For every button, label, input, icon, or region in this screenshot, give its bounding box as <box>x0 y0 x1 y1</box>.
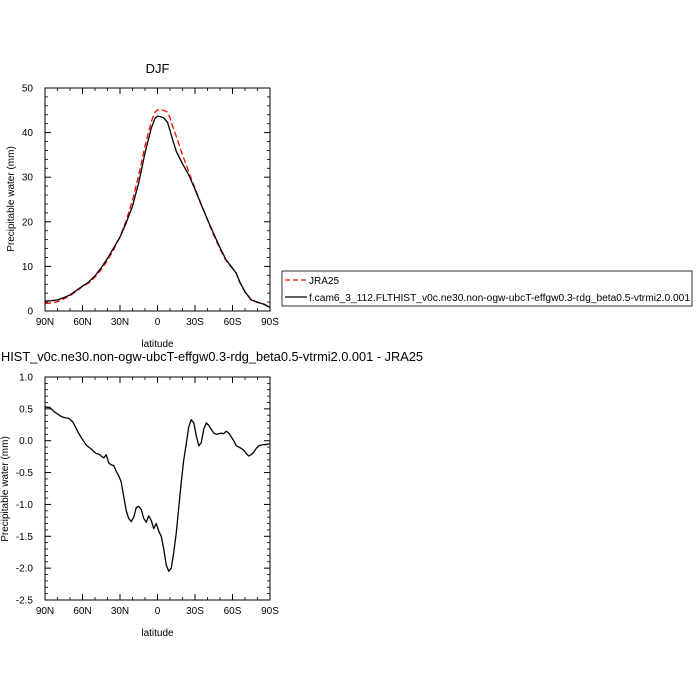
top-y-tick-label: 20 <box>22 217 34 228</box>
top-y-tick-label: 10 <box>22 262 34 273</box>
top-chart-title: DJF <box>146 61 170 76</box>
top-series-line-0 <box>44 108 271 308</box>
legend-box <box>281 270 693 307</box>
top-y-tick-label: 30 <box>22 173 34 184</box>
top-x-tick-label: 60N <box>73 317 91 328</box>
top-y-tick-label: 40 <box>22 128 34 139</box>
bottom-x-tick-label: 90N <box>36 606 54 617</box>
bottom-x-tick-label: 30S <box>186 606 204 617</box>
top-x-tick-labels: 90N 60N 30N 0 30S 60S 90S <box>36 317 279 328</box>
bottom-y-axis-label: Precipitable water (mm) <box>0 436 11 542</box>
top-plot-frame <box>44 87 271 312</box>
bottom-y-tick-labels: -2.5 -2.0 -1.5 -1.0 -0.5 0.0 0.5 1.0 <box>16 373 34 607</box>
bottom-series-group <box>44 406 270 572</box>
top-x-axis-label: latitude <box>141 339 174 350</box>
bottom-x-tick-labels: 90N 60N 30N 0 30S 60S 90S <box>36 606 279 617</box>
bottom-x-axis-label: latitude <box>141 628 174 639</box>
bottom-x-tick-label: 60N <box>73 606 91 617</box>
bottom-y-tick-label: -2.5 <box>16 596 34 607</box>
top-line-chart: DJF Precipitable water (mm) latitude 90N… <box>6 61 279 350</box>
bottom-series-line-0 <box>44 406 270 572</box>
legend-label-model: f.cam6_3_112.FLTHIST_v0c.ne30.non-ogw-ub… <box>309 293 690 304</box>
bottom-x-tick-label: 30N <box>111 606 129 617</box>
bottom-x-tick-label: 0 <box>155 606 161 617</box>
top-x-tick-label: 30N <box>111 317 129 328</box>
bottom-x-tick-label: 60S <box>224 606 242 617</box>
bottom-y-tick-label: -1.5 <box>16 532 34 543</box>
bottom-x-tick-label: 90S <box>261 606 279 617</box>
bottom-y-tick-label: 0.0 <box>19 436 33 447</box>
top-series-line-1 <box>44 115 271 309</box>
top-y-tick-label: 50 <box>22 84 34 95</box>
bottom-y-tick-label: 1.0 <box>19 373 33 384</box>
bottom-line-chart: HIST_v0c.ne30.non-ogw-ubcT-effgw0.3-rdg_… <box>0 350 423 639</box>
legend-label-jra25: JRA25 <box>309 276 339 287</box>
bottom-plot-frame <box>44 376 271 601</box>
top-x-tick-label: 0 <box>155 317 161 328</box>
top-x-tick-label: 90N <box>36 317 54 328</box>
bottom-y-tick-label: 0.5 <box>19 404 33 415</box>
top-y-axis-label: Precipitable water (mm) <box>6 146 17 252</box>
bottom-chart-title: HIST_v0c.ne30.non-ogw-ubcT-effgw0.3-rdg_… <box>1 350 423 364</box>
top-series-group <box>44 108 271 309</box>
top-y-tick-labels: 0 10 20 30 40 50 <box>22 84 34 318</box>
bottom-y-tick-label: -0.5 <box>16 468 34 479</box>
top-x-tick-label: 60S <box>224 317 242 328</box>
top-x-tick-label: 90S <box>261 317 279 328</box>
bottom-y-tick-label: -1.0 <box>16 500 34 511</box>
legend: JRA25 f.cam6_3_112.FLTHIST_v0c.ne30.non-… <box>281 270 693 307</box>
bottom-y-tick-label: -2.0 <box>16 564 34 575</box>
top-y-tick-label: 0 <box>27 307 33 318</box>
top-x-tick-label: 30S <box>186 317 204 328</box>
